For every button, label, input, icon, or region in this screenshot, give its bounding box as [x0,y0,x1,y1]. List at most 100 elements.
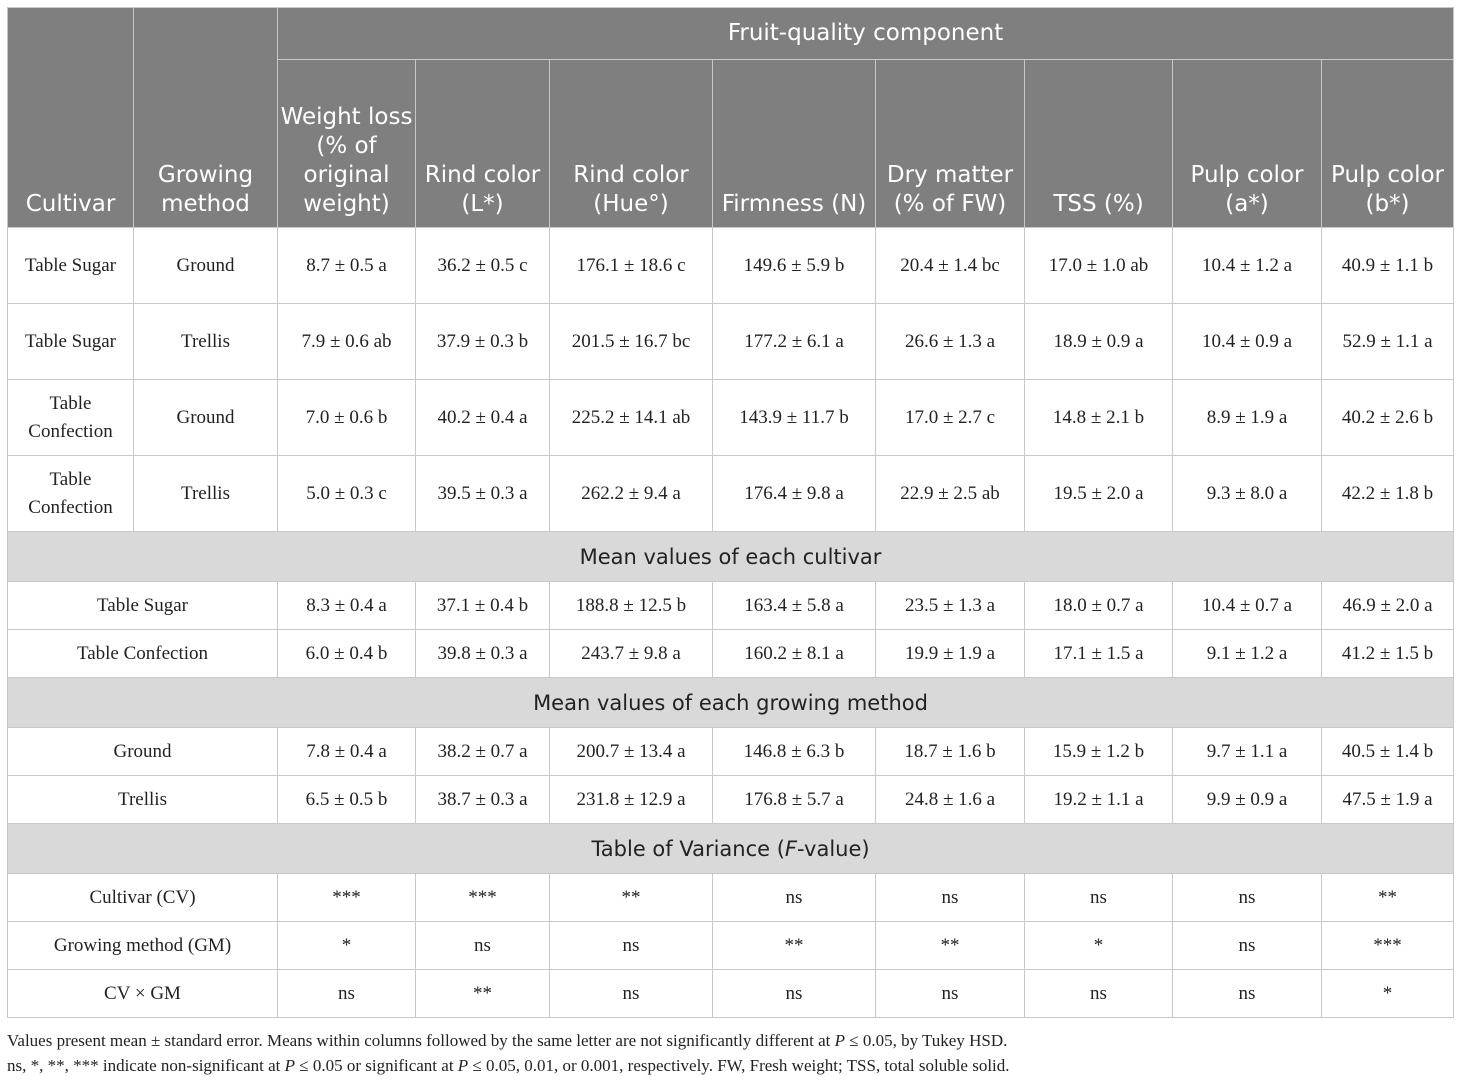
header-pulp-b: Pulp color (b*) [1320,59,1455,228]
method-cell: Ground [133,227,278,304]
value-cell: 7.0 ± 0.6 b [277,379,416,456]
value-cell: 14.8 ± 2.1 b [1024,379,1173,456]
header-dry-matter: Dry matter (% of FW) [875,59,1025,228]
value-cell: 9.1 ± 1.2 a [1172,629,1322,678]
header-firmness: Firmness (N) [712,59,876,228]
value-cell: ns [415,921,550,970]
method-cell: Trellis [133,455,278,532]
value-cell: ** [415,969,550,1018]
table-row: Table Sugar 8.3 ± 0.4 a 37.1 ± 0.4 b 188… [7,581,1455,630]
value-cell: 38.2 ± 0.7 a [415,727,550,776]
value-cell: 7.9 ± 0.6 ab [277,303,416,380]
table-row: Table Confection 6.0 ± 0.4 b 39.8 ± 0.3 … [7,629,1455,678]
table-row: Ground 7.8 ± 0.4 a 38.2 ± 0.7 a 200.7 ± … [7,727,1455,776]
row-label: Growing method (GM) [7,921,278,970]
value-cell: 23.5 ± 1.3 a [875,581,1025,630]
footnote-p: P [457,1056,469,1075]
value-cell: 40.9 ± 1.1 b [1320,227,1455,304]
value-cell: 9.7 ± 1.1 a [1172,727,1322,776]
value-cell: 243.7 ± 9.8 a [549,629,713,678]
value-cell: ns [875,873,1025,922]
footnote-line-1: Values present mean ± standard error. Me… [7,1028,1453,1053]
method-cell: Trellis [133,303,278,380]
value-cell: 20.4 ± 1.4 bc [875,227,1025,304]
header-rind-l: Rind color (L*) [415,59,550,228]
value-cell: ** [549,873,713,922]
value-cell: 37.9 ± 0.3 b [415,303,550,380]
value-cell: 177.2 ± 6.1 a [712,303,876,380]
variance-title-post: -value) [797,836,870,861]
row-label: CV × GM [7,969,278,1018]
value-cell: 18.0 ± 0.7 a [1024,581,1173,630]
footnote-p: P [284,1056,296,1075]
value-cell: ns [1172,873,1322,922]
section-row: Mean values of each cultivar [6,531,1455,582]
header-weight-loss: Weight loss (% of original weight) [277,59,416,228]
value-cell: * [1320,969,1455,1018]
value-cell: 10.4 ± 1.2 a [1172,227,1322,304]
value-cell: 8.7 ± 0.5 a [277,227,416,304]
value-cell: 160.2 ± 8.1 a [712,629,876,678]
header-pulp-a: Pulp color (a*) [1172,59,1322,228]
footnote-p: P [834,1031,845,1050]
value-cell: 9.3 ± 8.0 a [1172,455,1322,532]
section-row: Table of Variance (F-value) [6,823,1455,874]
value-cell: ns [1024,873,1173,922]
value-cell: ** [712,921,876,970]
value-cell: 18.9 ± 0.9 a [1024,303,1173,380]
value-cell: 149.6 ± 5.9 b [712,227,876,304]
value-cell: ns [875,969,1025,1018]
value-cell: ns [712,969,876,1018]
footnote-text: ≤ 0.05, by Tukey HSD. [845,1031,1008,1050]
variance-title-f: F [784,836,798,861]
section-row: Mean values of each growing method [6,677,1455,728]
value-cell: 40.2 ± 0.4 a [415,379,550,456]
value-cell: 19.5 ± 2.0 a [1024,455,1173,532]
header-growing-method: Growing method [133,7,278,228]
value-cell: 39.8 ± 0.3 a [415,629,550,678]
value-cell: 47.5 ± 1.9 a [1320,775,1455,824]
value-cell: 5.0 ± 0.3 c [277,455,416,532]
value-cell: 42.2 ± 1.8 b [1320,455,1455,532]
method-cell: Ground [133,379,278,456]
value-cell: 41.2 ± 1.5 b [1320,629,1455,678]
table-footnotes: Values present mean ± standard error. Me… [7,1028,1453,1078]
value-cell: 9.9 ± 0.9 a [1172,775,1322,824]
section-method-means: Mean values of each growing method [6,677,1455,728]
value-cell: 176.8 ± 5.7 a [712,775,876,824]
value-cell: 163.4 ± 5.8 a [712,581,876,630]
table-row: Table Confection Trellis 5.0 ± 0.3 c 39.… [7,455,1455,532]
value-cell: 6.0 ± 0.4 b [277,629,416,678]
value-cell: 18.7 ± 1.6 b [875,727,1025,776]
row-label: Table Confection [7,629,278,678]
header-cultivar: Cultivar [7,7,134,228]
row-label: Trellis [7,775,278,824]
value-cell: ns [1172,921,1322,970]
value-cell: 15.9 ± 1.2 b [1024,727,1173,776]
value-cell: 38.7 ± 0.3 a [415,775,550,824]
value-cell: *** [415,873,550,922]
footnote-text: ≤ 0.05, 0.01, or 0.001, respectively. FW… [468,1056,1010,1075]
section-variance: Table of Variance (F-value) [6,823,1455,874]
value-cell: 17.0 ± 1.0 ab [1024,227,1173,304]
value-cell: ** [875,921,1025,970]
value-cell: 200.7 ± 13.4 a [549,727,713,776]
value-cell: 10.4 ± 0.7 a [1172,581,1322,630]
variance-title-pre: Table of Variance ( [591,836,785,861]
value-cell: 143.9 ± 11.7 b [712,379,876,456]
value-cell: 22.9 ± 2.5 ab [875,455,1025,532]
value-cell: 146.8 ± 6.3 b [712,727,876,776]
table-row: Trellis 6.5 ± 0.5 b 38.7 ± 0.3 a 231.8 ±… [7,775,1455,824]
table-row: Table Sugar Ground 8.7 ± 0.5 a 36.2 ± 0.… [7,227,1455,304]
header-group-title: Fruit-quality component [276,7,1455,60]
value-cell: * [277,921,416,970]
value-cell: 188.8 ± 12.5 b [549,581,713,630]
footnote-text: ≤ 0.05 or significant at [295,1056,458,1075]
value-cell: 176.1 ± 18.6 c [549,227,713,304]
value-cell: 36.2 ± 0.5 c [415,227,550,304]
value-cell: 26.6 ± 1.3 a [875,303,1025,380]
value-cell: 10.4 ± 0.9 a [1172,303,1322,380]
value-cell: ns [549,969,713,1018]
value-cell: 46.9 ± 2.0 a [1320,581,1455,630]
footnote-text: ns, *, **, *** indicate non-significant … [7,1056,285,1075]
